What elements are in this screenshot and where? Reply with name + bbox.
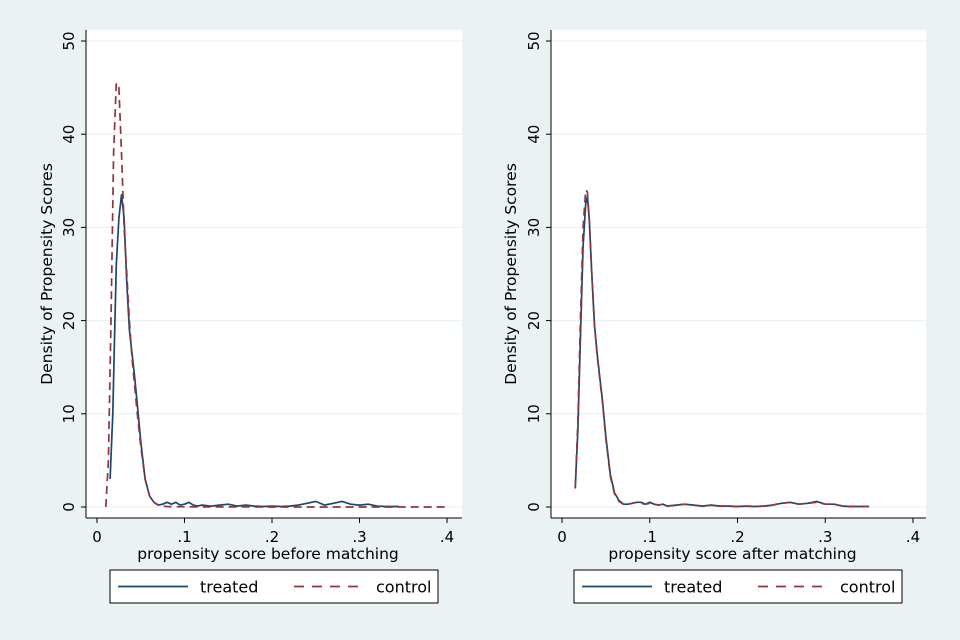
series-line-treated <box>109 193 399 508</box>
y-axis-title: Density of Propensity Scores <box>502 163 520 385</box>
y-tick-label: 20 <box>525 311 543 330</box>
y-tick-label: 50 <box>525 31 543 50</box>
series-line-control <box>574 189 870 508</box>
x-tick-label: .3 <box>352 528 366 546</box>
x-axis-title: propensity score before matching <box>137 545 399 563</box>
y-axis-title: Density of Propensity Scores <box>38 163 56 385</box>
y-tick-label: 50 <box>60 31 78 50</box>
x-tick-label: 0 <box>557 528 567 546</box>
y-tick-label: 0 <box>60 502 78 512</box>
y-tick-label: 40 <box>525 125 543 144</box>
legend-label-treated: treated <box>664 578 722 597</box>
legend: treated control <box>109 569 439 604</box>
y-tick-label: 0 <box>525 502 543 512</box>
legend-label-control: control <box>376 578 431 597</box>
x-tick-label: .4 <box>440 528 454 546</box>
x-tick-label: .2 <box>265 528 279 546</box>
y-tick-label: 30 <box>60 218 78 237</box>
x-axis-title: propensity score after matching <box>608 545 856 563</box>
x-tick-label: .2 <box>730 528 744 546</box>
right-panel: 0 10 20 30 40 50 0 .1 .2 .3 .4 Density of Propensit… <box>502 30 926 604</box>
x-tick-label: .4 <box>906 528 920 546</box>
plot-area <box>86 30 462 518</box>
legend-label-treated: treated <box>200 578 258 597</box>
left-panel: 0 10 20 30 40 50 0 .1 .2 .3 .4 Density of Propensit… <box>38 30 462 604</box>
y-tick-label: 20 <box>60 311 78 330</box>
plot-area <box>551 30 926 518</box>
y-tick-label: 40 <box>60 125 78 144</box>
x-tick-label: .3 <box>818 528 832 546</box>
y-tick-label: 30 <box>525 218 543 237</box>
y-tick-label: 10 <box>60 404 78 423</box>
y-tick-label: 10 <box>525 404 543 423</box>
legend: treated control <box>573 569 903 604</box>
x-tick-label: .1 <box>177 528 191 546</box>
series-line-control <box>104 82 447 508</box>
legend-label-control: control <box>840 578 895 597</box>
x-tick-label: .1 <box>643 528 657 546</box>
x-tick-label: 0 <box>92 528 102 546</box>
